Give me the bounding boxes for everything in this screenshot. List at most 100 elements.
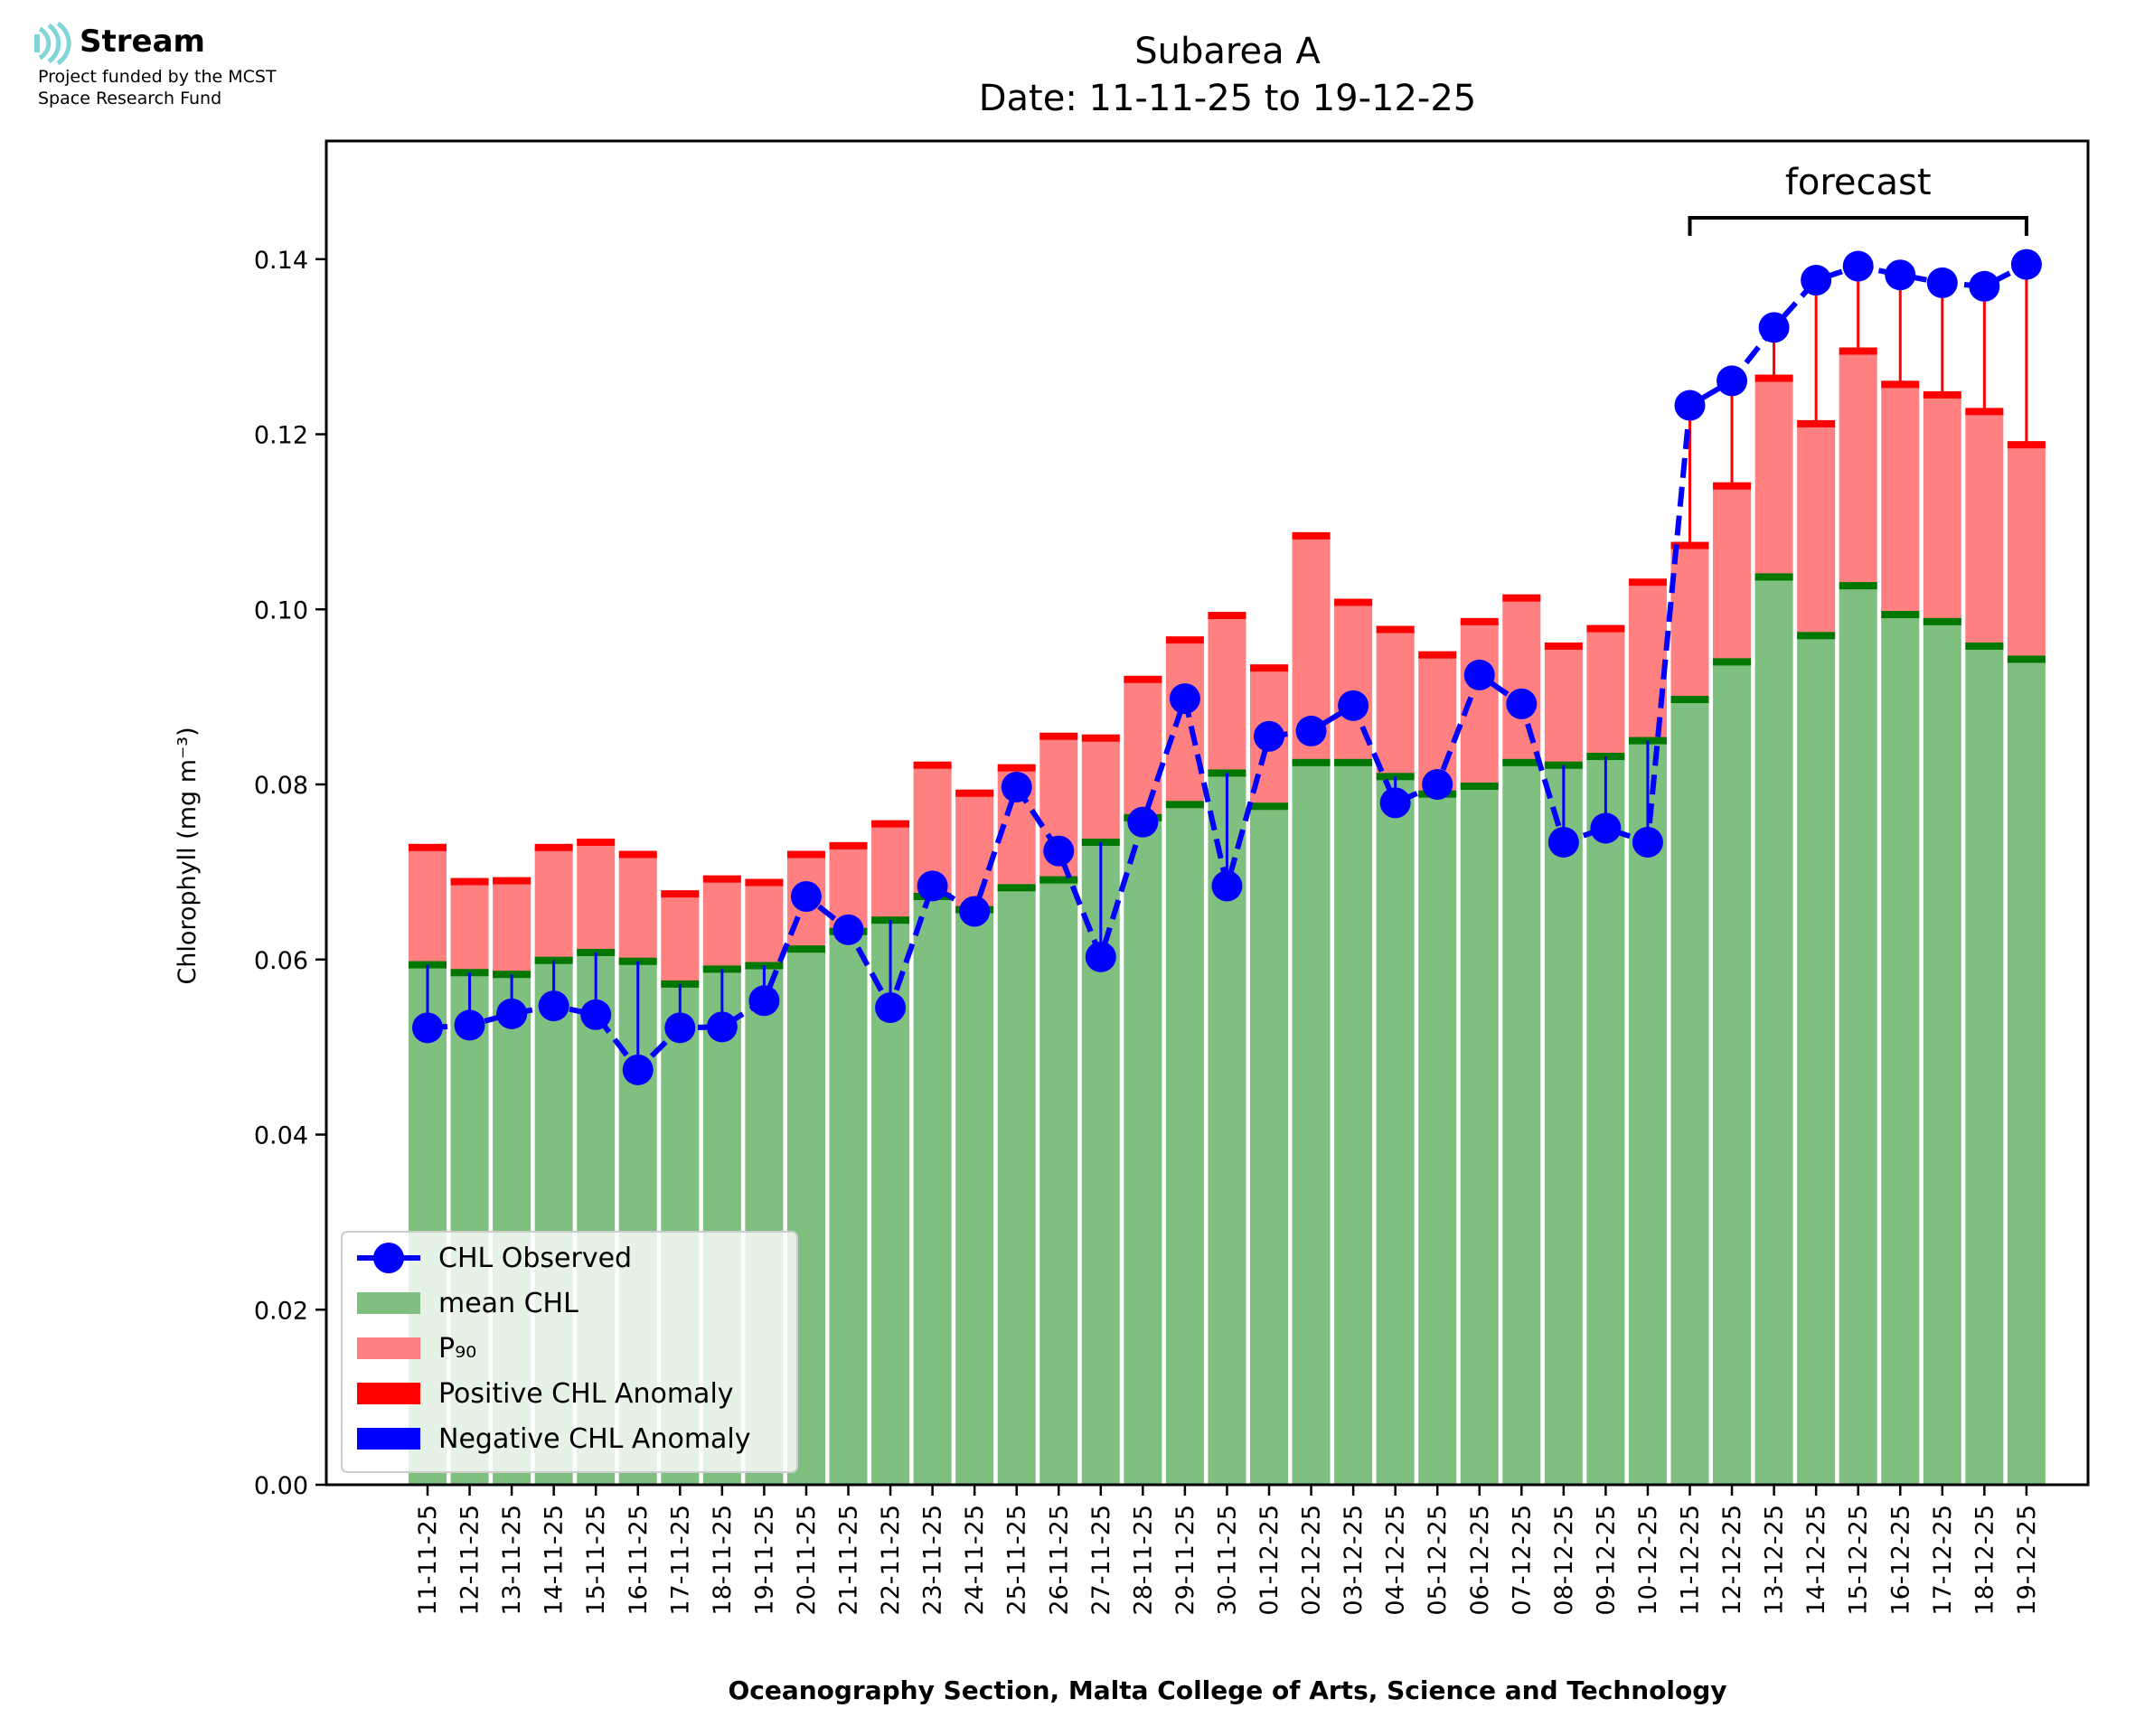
p90-bar-17-11-25 xyxy=(661,894,700,984)
mean-bar-15-12-25 xyxy=(1839,586,1877,1485)
chl-observed-point-04-12-25 xyxy=(1379,787,1411,819)
mean-bar-05-12-25 xyxy=(1418,793,1457,1485)
x-tick-label-16-11-25: 16-11-25 xyxy=(625,1505,653,1616)
mean-cap-07-12-25 xyxy=(1502,758,1541,766)
p90-cap-09-12-25 xyxy=(1586,624,1625,633)
x-tick-label-30-11-25: 30-11-25 xyxy=(1213,1505,1241,1616)
mean-bar-26-11-25 xyxy=(1039,879,1078,1485)
x-tick-label-17-11-25: 17-11-25 xyxy=(666,1505,694,1616)
mean-cap-13-12-25 xyxy=(1754,573,1793,581)
mean-bar-08-12-25 xyxy=(1544,765,1583,1485)
x-tick-label-27-11-25: 27-11-25 xyxy=(1087,1505,1115,1616)
legend-label-0: CHL Observed xyxy=(438,1243,632,1274)
legend-swatch-2 xyxy=(357,1337,420,1359)
mean-bar-12-12-25 xyxy=(1713,662,1752,1485)
chl-observed-point-09-12-25 xyxy=(1590,812,1622,844)
p90-bar-22-11-25 xyxy=(871,823,910,921)
p90-bar-15-12-25 xyxy=(1839,351,1877,586)
chl-observed-point-05-12-25 xyxy=(1422,769,1453,801)
stream-waves-icon xyxy=(34,22,71,65)
p90-bar-18-12-25 xyxy=(1965,411,2004,646)
p90-bar-30-11-25 xyxy=(1208,615,1246,774)
p90-cap-05-12-25 xyxy=(1418,651,1457,659)
p90-bar-10-12-25 xyxy=(1628,582,1667,741)
chl-observed-point-12-12-25 xyxy=(1717,365,1748,397)
x-tick-label-03-12-25: 03-12-25 xyxy=(1340,1505,1368,1616)
p90-cap-19-11-25 xyxy=(745,878,784,887)
x-tick-label-18-11-25: 18-11-25 xyxy=(709,1505,737,1616)
chl-observed-point-23-11-25 xyxy=(917,870,948,902)
mean-bar-17-12-25 xyxy=(1923,621,1961,1485)
x-tick-label-14-12-25: 14-12-25 xyxy=(1802,1505,1830,1616)
x-tick-label-26-11-25: 26-11-25 xyxy=(1045,1505,1073,1616)
legend-swatch-3 xyxy=(357,1383,420,1404)
p90-bar-08-12-25 xyxy=(1544,645,1583,765)
mean-bar-07-12-25 xyxy=(1502,762,1541,1485)
logo-funding-line2: Space Research Fund xyxy=(38,89,222,108)
p90-cap-13-11-25 xyxy=(493,877,531,885)
mean-bar-03-12-25 xyxy=(1334,762,1373,1485)
x-tick-label-13-11-25: 13-11-25 xyxy=(498,1505,526,1616)
p90-bar-12-11-25 xyxy=(450,881,489,973)
p90-bar-14-12-25 xyxy=(1797,423,1836,636)
chl-observed-point-18-11-25 xyxy=(706,1011,738,1043)
x-tick-label-02-12-25: 02-12-25 xyxy=(1298,1505,1326,1616)
legend-marker-chl-observed xyxy=(373,1243,404,1273)
p90-bar-16-11-25 xyxy=(618,854,657,962)
mean-bar-04-12-25 xyxy=(1376,776,1415,1485)
mean-cap-01-12-25 xyxy=(1250,802,1288,811)
mean-cap-26-11-25 xyxy=(1039,876,1078,884)
chl-observed-point-30-11-25 xyxy=(1211,870,1243,902)
x-tick-label-28-11-25: 28-11-25 xyxy=(1129,1505,1157,1616)
y-tick-label: 0.02 xyxy=(254,1297,308,1325)
x-tick-label-06-12-25: 06-12-25 xyxy=(1466,1505,1494,1616)
x-tick-label-11-11-25: 11-11-25 xyxy=(414,1505,442,1616)
chl-observed-point-26-11-25 xyxy=(1043,835,1075,867)
mean-bar-11-12-25 xyxy=(1670,699,1709,1485)
chl-observed-point-14-12-25 xyxy=(1801,265,1832,296)
mean-bar-02-12-25 xyxy=(1292,762,1331,1485)
mean-cap-25-11-25 xyxy=(997,884,1036,892)
p90-cap-03-12-25 xyxy=(1334,598,1373,606)
chl-observed-point-18-12-25 xyxy=(1969,270,2000,302)
mean-bar-24-11-25 xyxy=(955,909,994,1485)
chl-observed-point-17-11-25 xyxy=(664,1012,696,1044)
chl-observed-point-06-12-25 xyxy=(1463,659,1495,690)
p90-cap-06-12-25 xyxy=(1460,617,1499,625)
p90-cap-11-11-25 xyxy=(409,843,447,851)
chart-subtitle: Date: 11-11-25 to 19-12-25 xyxy=(979,78,1477,119)
logo-funding-line1: Project funded by the MCST xyxy=(38,67,277,87)
p90-bar-11-11-25 xyxy=(409,847,447,965)
forecast-label: forecast xyxy=(1785,162,1932,203)
mean-bar-06-12-25 xyxy=(1460,785,1499,1485)
p90-bar-15-11-25 xyxy=(577,841,616,953)
mean-cap-19-12-25 xyxy=(2007,655,2046,663)
p90-bar-14-11-25 xyxy=(534,847,573,961)
x-tick-label-04-12-25: 04-12-25 xyxy=(1382,1505,1410,1616)
p90-cap-16-11-25 xyxy=(618,850,657,859)
mean-bar-21-11-25 xyxy=(829,931,868,1485)
p90-bar-28-11-25 xyxy=(1124,679,1162,818)
x-tick-label-10-12-25: 10-12-25 xyxy=(1634,1505,1662,1616)
mean-bar-18-12-25 xyxy=(1965,645,2004,1485)
x-tick-label-12-12-25: 12-12-25 xyxy=(1718,1505,1746,1616)
p90-bar-11-12-25 xyxy=(1670,545,1709,700)
p90-cap-26-11-25 xyxy=(1039,732,1078,740)
p90-cap-28-11-25 xyxy=(1124,675,1162,683)
chl-observed-point-16-12-25 xyxy=(1885,259,1916,291)
mean-cap-03-12-25 xyxy=(1334,758,1373,766)
legend: CHL Observed mean CHL P₉₀ Positive CHL Anom… xyxy=(341,1231,798,1473)
x-tick-label-15-11-25: 15-11-25 xyxy=(582,1505,610,1616)
p90-cap-29-11-25 xyxy=(1165,636,1204,644)
p90-bar-19-12-25 xyxy=(2007,445,2046,660)
p90-bar-18-11-25 xyxy=(702,878,741,970)
p90-cap-15-11-25 xyxy=(577,838,616,846)
p90-cap-12-11-25 xyxy=(450,877,489,886)
mean-cap-16-12-25 xyxy=(1881,611,1920,619)
x-tick-label-23-11-25: 23-11-25 xyxy=(919,1505,947,1616)
x-tick-label-18-12-25: 18-12-25 xyxy=(1971,1505,1999,1616)
x-tick-label-13-12-25: 13-12-25 xyxy=(1761,1505,1789,1616)
p90-cap-24-11-25 xyxy=(955,789,994,797)
legend-swatch-1 xyxy=(357,1292,420,1314)
